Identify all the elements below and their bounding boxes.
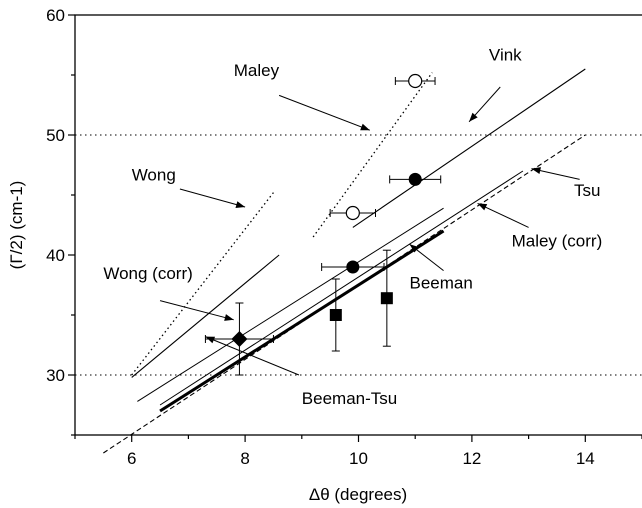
annotation-arrow-line-wong	[179, 188, 246, 208]
data-point-filled-diamond	[231, 331, 248, 347]
annotation-arrowhead-maley	[360, 123, 370, 131]
series-line-beeman-tsu	[159, 229, 445, 413]
annotation-arrow-line-beeman-tsu	[205, 336, 300, 376]
plot-area-border	[74, 14, 642, 436]
annotation-arrowhead-wong	[235, 201, 246, 208]
series-line-wong-corr	[131, 254, 280, 378]
x-axis-label: Δθ (degrees)	[309, 485, 407, 504]
annotation-arrowhead-beeman	[409, 244, 419, 253]
annotation-arrow-line-maley	[278, 94, 371, 131]
x-tick-label: 8	[240, 449, 249, 468]
annotation-label-vink: Vink	[489, 46, 522, 65]
annotation-arrowhead-tsu	[531, 167, 541, 174]
annotation-arrowhead-wong-corr	[224, 314, 234, 321]
series-line-wong	[131, 192, 274, 376]
data-point-filled-circle	[346, 260, 360, 274]
x-tick-label: 12	[462, 449, 481, 468]
data-points	[204, 73, 442, 376]
annotation-arrowhead-maley-corr	[477, 203, 488, 211]
data-point-open-circle	[345, 205, 360, 221]
x-tick-label: 14	[576, 449, 595, 468]
series-line-maley-corr	[159, 170, 524, 406]
y-tick-label: 40	[46, 246, 65, 265]
x-tick-label: 6	[127, 449, 136, 468]
series-line-vink	[352, 68, 586, 228]
annotation-arrow-line-maley-corr	[477, 202, 529, 228]
data-point-open-circle	[408, 73, 423, 89]
plot-frame	[74, 14, 642, 436]
annotation-label-maley: Maley	[234, 61, 280, 80]
annotation-label-beeman-tsu: Beeman-Tsu	[302, 389, 397, 408]
data-series	[103, 68, 586, 454]
annotation-label-beeman: Beeman	[410, 274, 473, 293]
y-tick-label: 30	[46, 366, 65, 385]
y-tick-label: 50	[46, 126, 65, 145]
axis-ticks	[68, 14, 642, 442]
x-tick-label: 10	[349, 449, 368, 468]
annotations: Maley Vink Wong Tsu Maley (corr) Wong (corr) B…	[103, 46, 602, 408]
data-point-filled-circle	[408, 172, 422, 186]
annotation-arrowhead-beeman-tsu	[205, 336, 216, 344]
annotation-label-wong: Wong	[132, 166, 176, 185]
series-line-maley	[312, 72, 433, 238]
y-axis-label: (Γ/2) (cm-1)	[7, 181, 26, 270]
y-tick-label: 60	[46, 6, 65, 25]
data-point-filled-square	[329, 309, 342, 321]
annotation-label-tsu: Tsu	[574, 181, 600, 200]
annotation-label-maley-corr: Maley (corr)	[512, 232, 603, 251]
data-point-filled-square	[380, 292, 393, 305]
annotation-label-wong-corr: Wong (corr)	[103, 264, 192, 283]
annotation-arrowhead-vink	[469, 112, 478, 122]
annotation-arrow-line-wong-corr	[159, 300, 234, 321]
tick-labels: 6 8 10 12 14 30 40 50 60	[46, 6, 595, 468]
series-line-beeman	[137, 207, 444, 402]
